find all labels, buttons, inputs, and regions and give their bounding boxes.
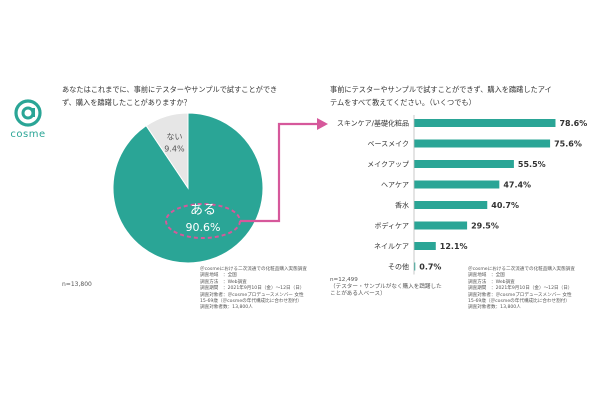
- bar-category-label: ヘアケア: [381, 181, 409, 189]
- source-note-2-title: ＠cosmeにおける二次流通での化粧品購入実態調査: [468, 267, 575, 272]
- bar-chart: スキンケア/基礎化粧品 78.6% ベースメイク 75.6% メイクアップ 55.5% ヘア…: [337, 115, 587, 275]
- question-1: あなたはこれまでに、事前にテスターやサンプルで試すことができ ず、購入を躊躇した…: [62, 83, 282, 109]
- bar-value-label: 78.6%: [559, 119, 587, 128]
- question-2-line-2: テムをすべて教えてください。（いくつでも）: [330, 98, 476, 107]
- sample-size-1: n=13,800: [62, 281, 92, 288]
- question-1-line-1: あなたはこれまでに、事前にテスターやサンプルで試すことができ: [62, 85, 278, 94]
- sample-size-2-note-1: （テスター・サンプルがなく購入を躊躇した: [330, 284, 442, 290]
- source-note-line: 調査地域 ：全国: [468, 273, 505, 279]
- source-note-line: 調査期間 ：2021年9月10日（金）〜12日（日）: [200, 286, 305, 292]
- source-note-line: 調査対象者：＠cosmeプロデュースメンバー 女性: [468, 292, 572, 298]
- bar: [414, 221, 468, 230]
- source-note-1: ＠cosmeにおける二次流通での化粧品購入実態調査 調査地域 ：全国 調査方法 …: [200, 267, 307, 312]
- pie-value-no: 9.4%: [164, 145, 185, 154]
- cosme-logo: cosme: [6, 98, 50, 140]
- bar-category-label: ネイルケア: [374, 243, 409, 251]
- pie-chart: ない 9.4% ある 90.6%: [112, 112, 264, 264]
- pie-slice-no: [145, 112, 189, 190]
- bar-category-label: 香水: [395, 201, 409, 210]
- source-note-line: 15-69歳（＠cosmeの年代構成比に合わせ割付）: [200, 299, 302, 305]
- logo-wordmark: cosme: [10, 129, 46, 140]
- bar: [414, 242, 436, 250]
- question-2-line-1: 事前にテスターやサンプルで試すことができず、購入を躊躇したアイ: [330, 85, 552, 94]
- bar-value-label: 55.5%: [518, 160, 546, 169]
- callout-arrowhead: [317, 118, 328, 130]
- bar-category-label: その他: [388, 262, 409, 271]
- bar: [414, 201, 488, 209]
- source-note-line: 調査対象者：＠cosmeプロデュースメンバー 女性: [200, 292, 304, 298]
- bar-value-label: 75.6%: [554, 140, 582, 149]
- bar-value-label: 40.7%: [491, 201, 519, 210]
- source-note-line: 調査期間 ：2021年9月10日（金）〜12日（日）: [468, 286, 573, 292]
- bar-value-label: 47.4%: [503, 181, 531, 190]
- pie-label-yes: ある: [190, 203, 216, 218]
- source-note-line: 15-69歳（＠cosmeの年代構成比に合わせ割付）: [468, 299, 570, 305]
- source-note-line: 調査方法 ：Web調査: [468, 279, 515, 285]
- bar: [414, 119, 556, 127]
- question-2: 事前にテスターやサンプルで試すことができず、購入を躊躇したアイ テムをすべて教え…: [330, 83, 590, 109]
- source-note-line: 調査地域 ：全国: [200, 273, 237, 279]
- bar-value-label: 29.5%: [471, 222, 499, 231]
- question-1-line-2: ず、購入を躊躇したことがありますか？: [62, 98, 191, 107]
- pie-value-yes: 90.6%: [186, 221, 221, 234]
- bar-category-label: ベースメイク: [367, 140, 409, 148]
- source-note-line: 調査対象者数：13,800人: [468, 305, 521, 311]
- bar-category-label: スキンケア/基礎化粧品: [337, 119, 409, 128]
- bar: [414, 262, 416, 271]
- at-sign-icon: [14, 99, 42, 127]
- bar: [414, 180, 500, 189]
- bar-value-label: 0.7%: [419, 263, 441, 272]
- bar: [414, 139, 551, 148]
- sample-size-2: n=12,499 （テスター・サンプルがなく購入を躊躇した ことがある人ベース）: [330, 277, 450, 298]
- bar: [414, 160, 514, 168]
- source-note-2: ＠cosmeにおける二次流通での化粧品購入実態調査 調査地域 ：全国 調査方法 …: [468, 267, 575, 312]
- sample-size-2-note-2: ことがある人ベース）: [330, 291, 386, 297]
- sample-size-2-count: n=12,499: [330, 277, 358, 283]
- bar-value-label: 12.1%: [440, 242, 468, 251]
- source-note-1-title: ＠cosmeにおける二次流通での化粧品購入実態調査: [200, 267, 307, 272]
- source-note-line: 調査対象者数：13,800人: [200, 305, 253, 311]
- bar-category-label: メイクアップ: [367, 161, 409, 169]
- bar-category-label: ボディケア: [374, 221, 409, 230]
- callout-arrow: [240, 118, 328, 223]
- callout-line: [240, 122, 319, 223]
- source-note-line: 調査方法 ：Web調査: [200, 279, 247, 285]
- pie-label-no: ない: [166, 133, 182, 142]
